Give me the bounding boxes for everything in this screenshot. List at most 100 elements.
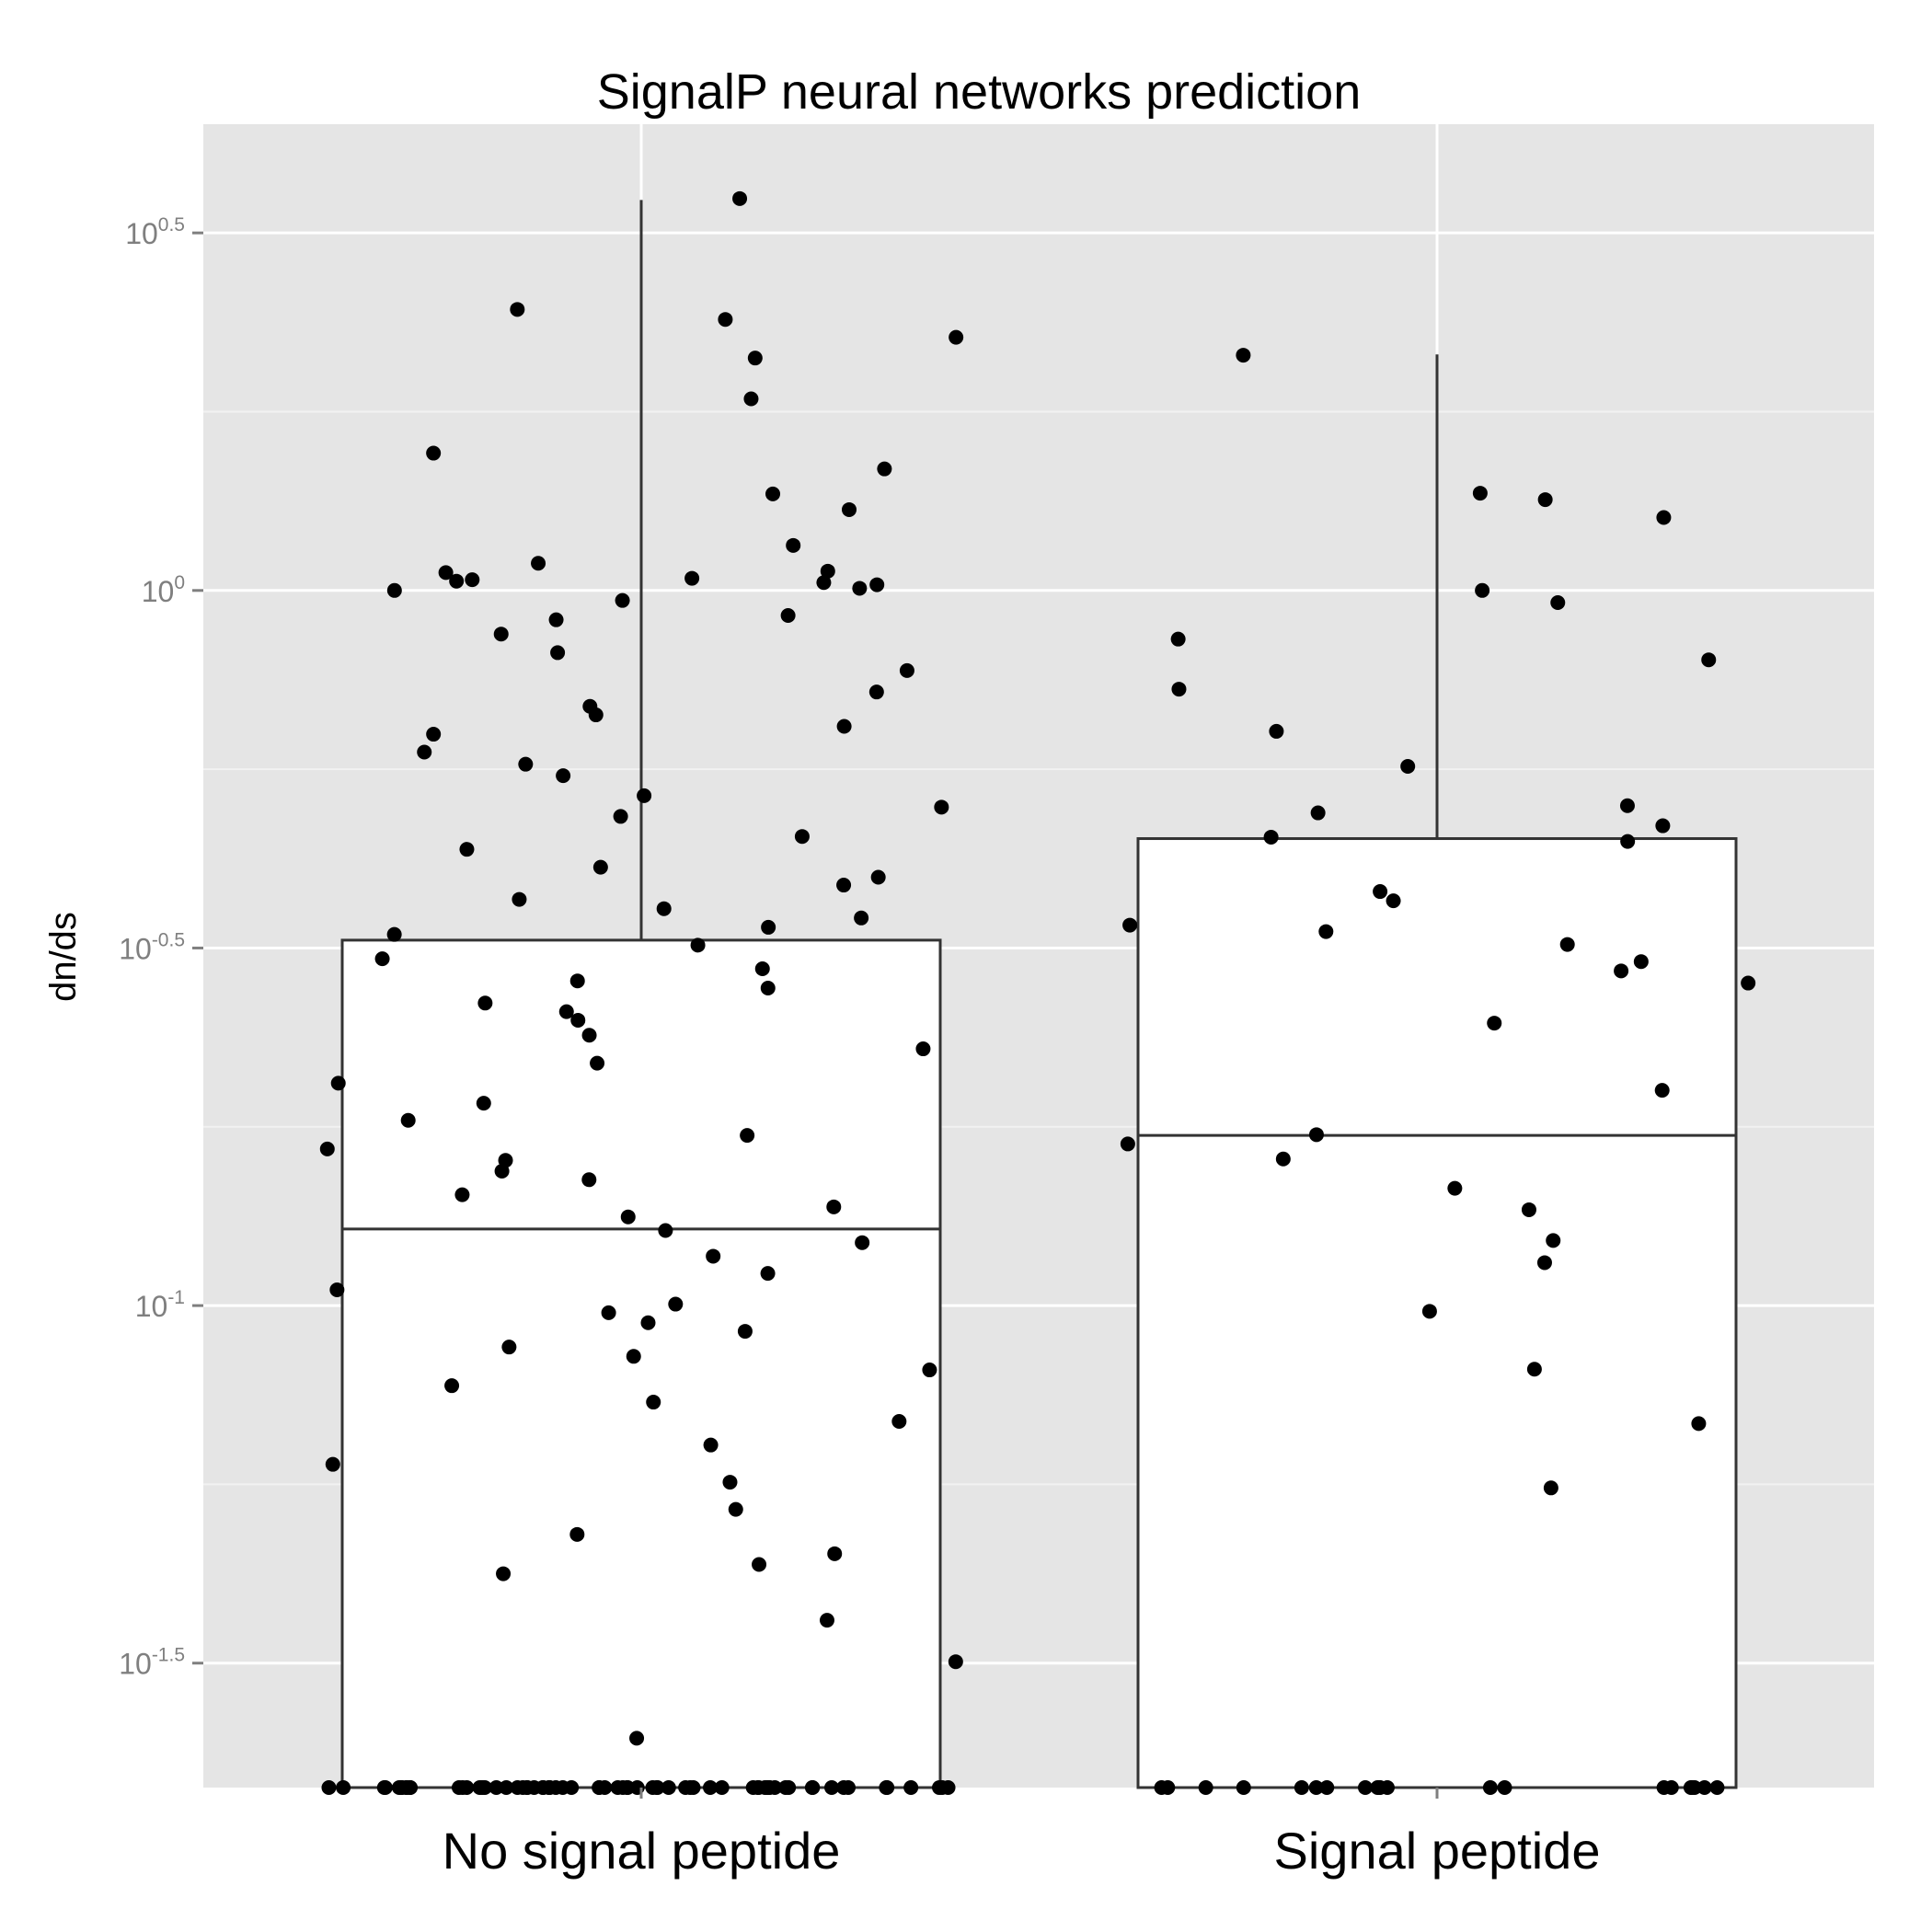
data-point: [1701, 652, 1717, 668]
data-point: [512, 891, 527, 907]
data-point: [903, 1780, 919, 1795]
data-point: [438, 565, 454, 581]
data-point: [668, 1296, 684, 1312]
data-point: [386, 926, 402, 942]
data-point: [374, 951, 390, 967]
data-point: [661, 1780, 676, 1795]
data-point: [1310, 805, 1326, 821]
data-point: [877, 461, 892, 477]
data-point: [759, 1780, 775, 1795]
data-point: [426, 445, 442, 461]
data-point: [935, 1780, 950, 1795]
data-point: [1709, 1780, 1725, 1795]
data-point: [1546, 1233, 1561, 1248]
data-point: [1497, 1780, 1512, 1795]
data-point: [820, 563, 835, 579]
data-point: [501, 1340, 517, 1355]
data-point: [684, 570, 700, 586]
data-point: [1294, 1780, 1309, 1795]
data-point: [650, 1780, 665, 1795]
data-point: [569, 973, 585, 989]
data-point: [494, 1163, 510, 1179]
data-point: [836, 878, 852, 893]
data-point: [637, 788, 652, 803]
boxplot: [1136, 354, 1738, 1789]
data-point: [780, 608, 796, 624]
data-point: [592, 1780, 607, 1795]
data-point: [1308, 1127, 1324, 1143]
data-point: [760, 980, 776, 995]
data-point: [714, 1780, 730, 1795]
data-point: [1550, 595, 1566, 611]
data-point: [765, 486, 781, 501]
data-point: [550, 645, 566, 661]
data-point: [1171, 682, 1187, 697]
data-point: [703, 1437, 719, 1453]
data-point: [754, 960, 770, 976]
data-point: [489, 1780, 504, 1795]
data-point: [816, 575, 832, 591]
box-iqr: [1136, 837, 1738, 1789]
y-tick-label: 10-0.5: [119, 929, 185, 965]
y-axis-label: dn/ds: [43, 912, 84, 1002]
y-tick-label: 100.5: [125, 214, 185, 250]
data-point: [1120, 1136, 1135, 1152]
data-point: [1656, 510, 1672, 525]
boxplot: [340, 200, 942, 1789]
data-point: [336, 1780, 351, 1795]
data-point: [777, 1780, 793, 1795]
data-point: [556, 768, 571, 784]
data-point: [948, 1654, 963, 1670]
data-point: [510, 302, 525, 317]
data-point: [449, 573, 465, 589]
data-point: [1487, 1016, 1502, 1031]
data-point: [690, 937, 706, 953]
data-point: [1696, 1780, 1712, 1795]
data-point: [819, 1613, 834, 1628]
data-point: [459, 1780, 475, 1795]
data-point: [1447, 1180, 1463, 1196]
data-point: [836, 719, 852, 734]
data-point: [646, 1395, 661, 1410]
data-point: [1236, 348, 1251, 363]
data-point: [1633, 954, 1649, 970]
data-point: [1536, 1255, 1552, 1271]
data-point: [922, 1363, 937, 1378]
data-point: [518, 756, 534, 772]
data-point: [477, 1780, 492, 1795]
data-point: [740, 1128, 755, 1144]
data-point: [581, 1172, 597, 1188]
data-point: [477, 995, 493, 1011]
data-point: [718, 312, 733, 328]
data-point: [1619, 798, 1635, 813]
data-point: [1559, 937, 1575, 952]
data-point: [531, 556, 546, 571]
data-point: [1521, 1202, 1536, 1217]
data-point: [915, 1041, 931, 1057]
data-point: [581, 1028, 597, 1043]
data-point: [325, 1456, 340, 1472]
data-point: [737, 1324, 753, 1340]
data-point: [1614, 963, 1629, 979]
data-point: [1263, 829, 1279, 845]
data-point: [1319, 1780, 1335, 1795]
data-point: [870, 869, 886, 885]
data-point: [824, 1780, 840, 1795]
data-point: [465, 572, 480, 588]
y-tick-label: 10-1.5: [119, 1645, 185, 1681]
data-point: [854, 910, 869, 926]
data-point: [891, 1414, 907, 1430]
data-point: [706, 1248, 721, 1264]
x-category-label: Signal peptide: [1274, 1822, 1601, 1880]
data-point: [1122, 917, 1138, 933]
data-point: [548, 612, 564, 627]
data-point: [855, 1235, 870, 1250]
data-point: [588, 707, 604, 723]
data-point: [496, 1566, 512, 1581]
data-point: [620, 1209, 636, 1225]
data-point: [592, 859, 608, 875]
data-point: [949, 329, 964, 345]
data-points: [319, 190, 1756, 1795]
data-point: [728, 1501, 743, 1517]
